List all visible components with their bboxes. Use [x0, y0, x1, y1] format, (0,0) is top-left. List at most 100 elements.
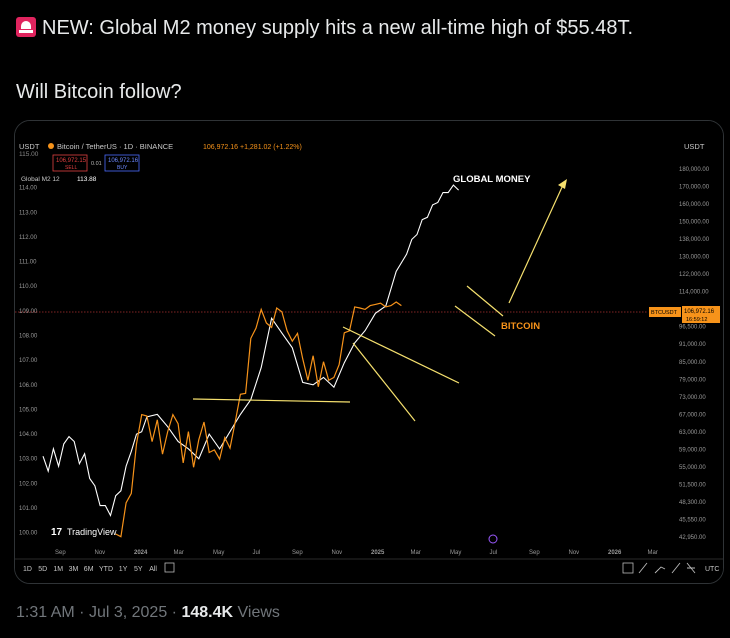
buy-label: BUY	[117, 165, 128, 171]
range-button[interactable]: 1D	[23, 566, 32, 573]
x-tick-label: Sep	[292, 550, 303, 556]
sell-price: 106,972.15	[56, 158, 87, 164]
separator-2: ·	[171, 604, 177, 621]
range-button[interactable]: 1Y	[119, 566, 128, 573]
channel-top-line	[342, 326, 460, 384]
separator: ·	[79, 604, 85, 621]
right-tick-label: 138,000.00	[679, 237, 710, 243]
bitcoin-label: BITCOIN	[501, 321, 540, 332]
range-button[interactable]: 5D	[38, 566, 47, 573]
symbol-label[interactable]: Bitcoin / TetherUS · 1D · BINANCE	[57, 142, 173, 151]
x-tick-label: Nov	[332, 550, 343, 556]
trend-resistance-line	[192, 398, 351, 403]
left-tick-label: 103.00	[19, 457, 38, 463]
sell-label: SELL	[65, 165, 77, 171]
right-tick-label: 114,000.00	[679, 290, 709, 296]
left-tick-label: 114.00	[19, 186, 38, 192]
right-tick-label: 73,000.00	[679, 395, 706, 401]
right-tick-label: 67,000.00	[679, 412, 706, 418]
line-tool-icon[interactable]	[654, 566, 666, 574]
timezone-label[interactable]: UTC	[705, 566, 719, 573]
left-tick-label: 100.00	[19, 531, 38, 537]
right-axis: 180,000.00 170,000.00 160,000.00 150,000.00…	[679, 167, 710, 541]
post-date[interactable]: Jul 3, 2025	[88, 604, 168, 621]
range-button[interactable]: All	[149, 566, 157, 573]
price-tag-symbol-box	[649, 307, 681, 317]
sell-button[interactable]	[52, 154, 88, 172]
left-tick-label: 106.00	[19, 383, 38, 389]
right-tick-label: 170,000.00	[679, 185, 710, 191]
channel-bottom-line	[352, 342, 416, 422]
buy-button[interactable]	[104, 154, 140, 172]
left-tick-label: 109.00	[19, 309, 38, 315]
left-tick-label: 102.00	[19, 481, 38, 487]
right-tick-label: 59,000.00	[679, 447, 706, 453]
x-axis: Sep Nov 2024 Mar May Jul Sep Nov 2025 Mar May Jul Se…	[55, 550, 658, 556]
right-tick-label: 48,300.00	[679, 500, 706, 506]
price-change: 106,972.16 +1,281.02 (+1.22%)	[203, 144, 302, 151]
left-axis: 114.00 113.00 112.00 111.00 110.00 109.00 108.…	[19, 186, 38, 537]
right-tick-label: 150,000.00	[679, 220, 710, 226]
headline-text: NEW: Global M2 money supply hits a new a…	[42, 17, 634, 39]
siren-icon	[16, 17, 36, 37]
right-tick-label: 91,000.00	[679, 342, 706, 348]
right-tick-label: 63,000.00	[679, 430, 706, 436]
trend-tool-icon[interactable]	[671, 562, 681, 574]
x-tick-label: Mar	[648, 550, 658, 556]
flag-top-line	[454, 305, 496, 337]
x-tick-label: Mar	[174, 550, 184, 556]
price-tag-timer: 16:59:12	[686, 317, 707, 323]
range-button[interactable]: 6M	[84, 566, 94, 573]
event-marker-icon[interactable]	[488, 534, 498, 544]
views-label: Views	[237, 604, 280, 621]
flag-bottom-line	[466, 285, 504, 317]
range-button[interactable]: 5Y	[134, 566, 143, 573]
x-tick-label: May	[213, 550, 224, 556]
post-headline: NEW: Global M2 money supply hits a new a…	[16, 14, 716, 42]
post-time[interactable]: 1:31 AM	[16, 604, 75, 621]
tradingview-logo-icon: 17	[51, 527, 63, 538]
right-tick-label: 51,500.00	[679, 482, 706, 488]
x-tick-label: Sep	[55, 550, 66, 556]
right-tick-label: 55,000.00	[679, 465, 706, 471]
post-question: Will Bitcoin follow?	[16, 81, 182, 103]
left-tick-label: 105.00	[19, 407, 38, 413]
currency-right[interactable]: USDT	[684, 142, 705, 151]
currency-left[interactable]: USDT	[19, 142, 40, 151]
right-tick-label: 42,950.00	[679, 535, 706, 541]
right-tick-label: 96,500.00	[679, 325, 706, 331]
top-left-scale: 115.00	[19, 151, 39, 158]
range-button[interactable]: 1M	[53, 566, 63, 573]
chart-image[interactable]: USDT Bitcoin / TetherUS · 1D · BINANCE 1…	[14, 120, 724, 584]
indicator-value: 113.88	[77, 176, 97, 183]
x-tick-label: Jul	[490, 550, 498, 556]
right-tick-label: 45,550.00	[679, 517, 706, 523]
left-tick-label: 107.00	[19, 358, 38, 364]
ruler-icon[interactable]	[622, 562, 634, 574]
global-money-label: GLOBAL MONEY	[453, 174, 531, 185]
date-range-icon[interactable]	[164, 562, 175, 573]
x-tick-label: Mar	[411, 550, 421, 556]
tradingview-watermark: TradingView	[67, 527, 117, 537]
views-count: 148.4K	[181, 604, 234, 621]
btc-series-line	[115, 301, 402, 538]
right-tick-label: 130,000.00	[679, 255, 710, 261]
range-button[interactable]: 3M	[69, 566, 79, 573]
price-tag-symbol: BTCUSDT	[651, 310, 678, 316]
left-tick-label: 101.00	[19, 506, 38, 512]
left-tick-label: 108.00	[19, 334, 38, 340]
post-meta: 1:31 AM · Jul 3, 2025 · 148.4K Views	[16, 604, 280, 622]
range-buttons: 1D 5D 1M 3M 6M YTD 1Y 5Y All	[23, 566, 157, 573]
indicator-name[interactable]: Global M2 12	[21, 176, 60, 183]
right-tick-label: 160,000.00	[679, 202, 710, 208]
right-tick-label: 79,000.00	[679, 377, 706, 383]
buy-price: 106,972.16	[108, 158, 139, 164]
right-tick-label: 122,000.00	[679, 272, 710, 278]
bitcoin-logo-icon	[48, 143, 54, 149]
left-tick-label: 110.00	[19, 284, 38, 290]
measure-icon[interactable]	[686, 562, 696, 574]
tradingview-chart: USDT Bitcoin / TetherUS · 1D · BINANCE 1…	[15, 121, 723, 583]
range-button[interactable]: YTD	[99, 566, 113, 573]
pencil-icon[interactable]	[638, 562, 648, 574]
left-tick-label: 113.00	[19, 210, 38, 216]
